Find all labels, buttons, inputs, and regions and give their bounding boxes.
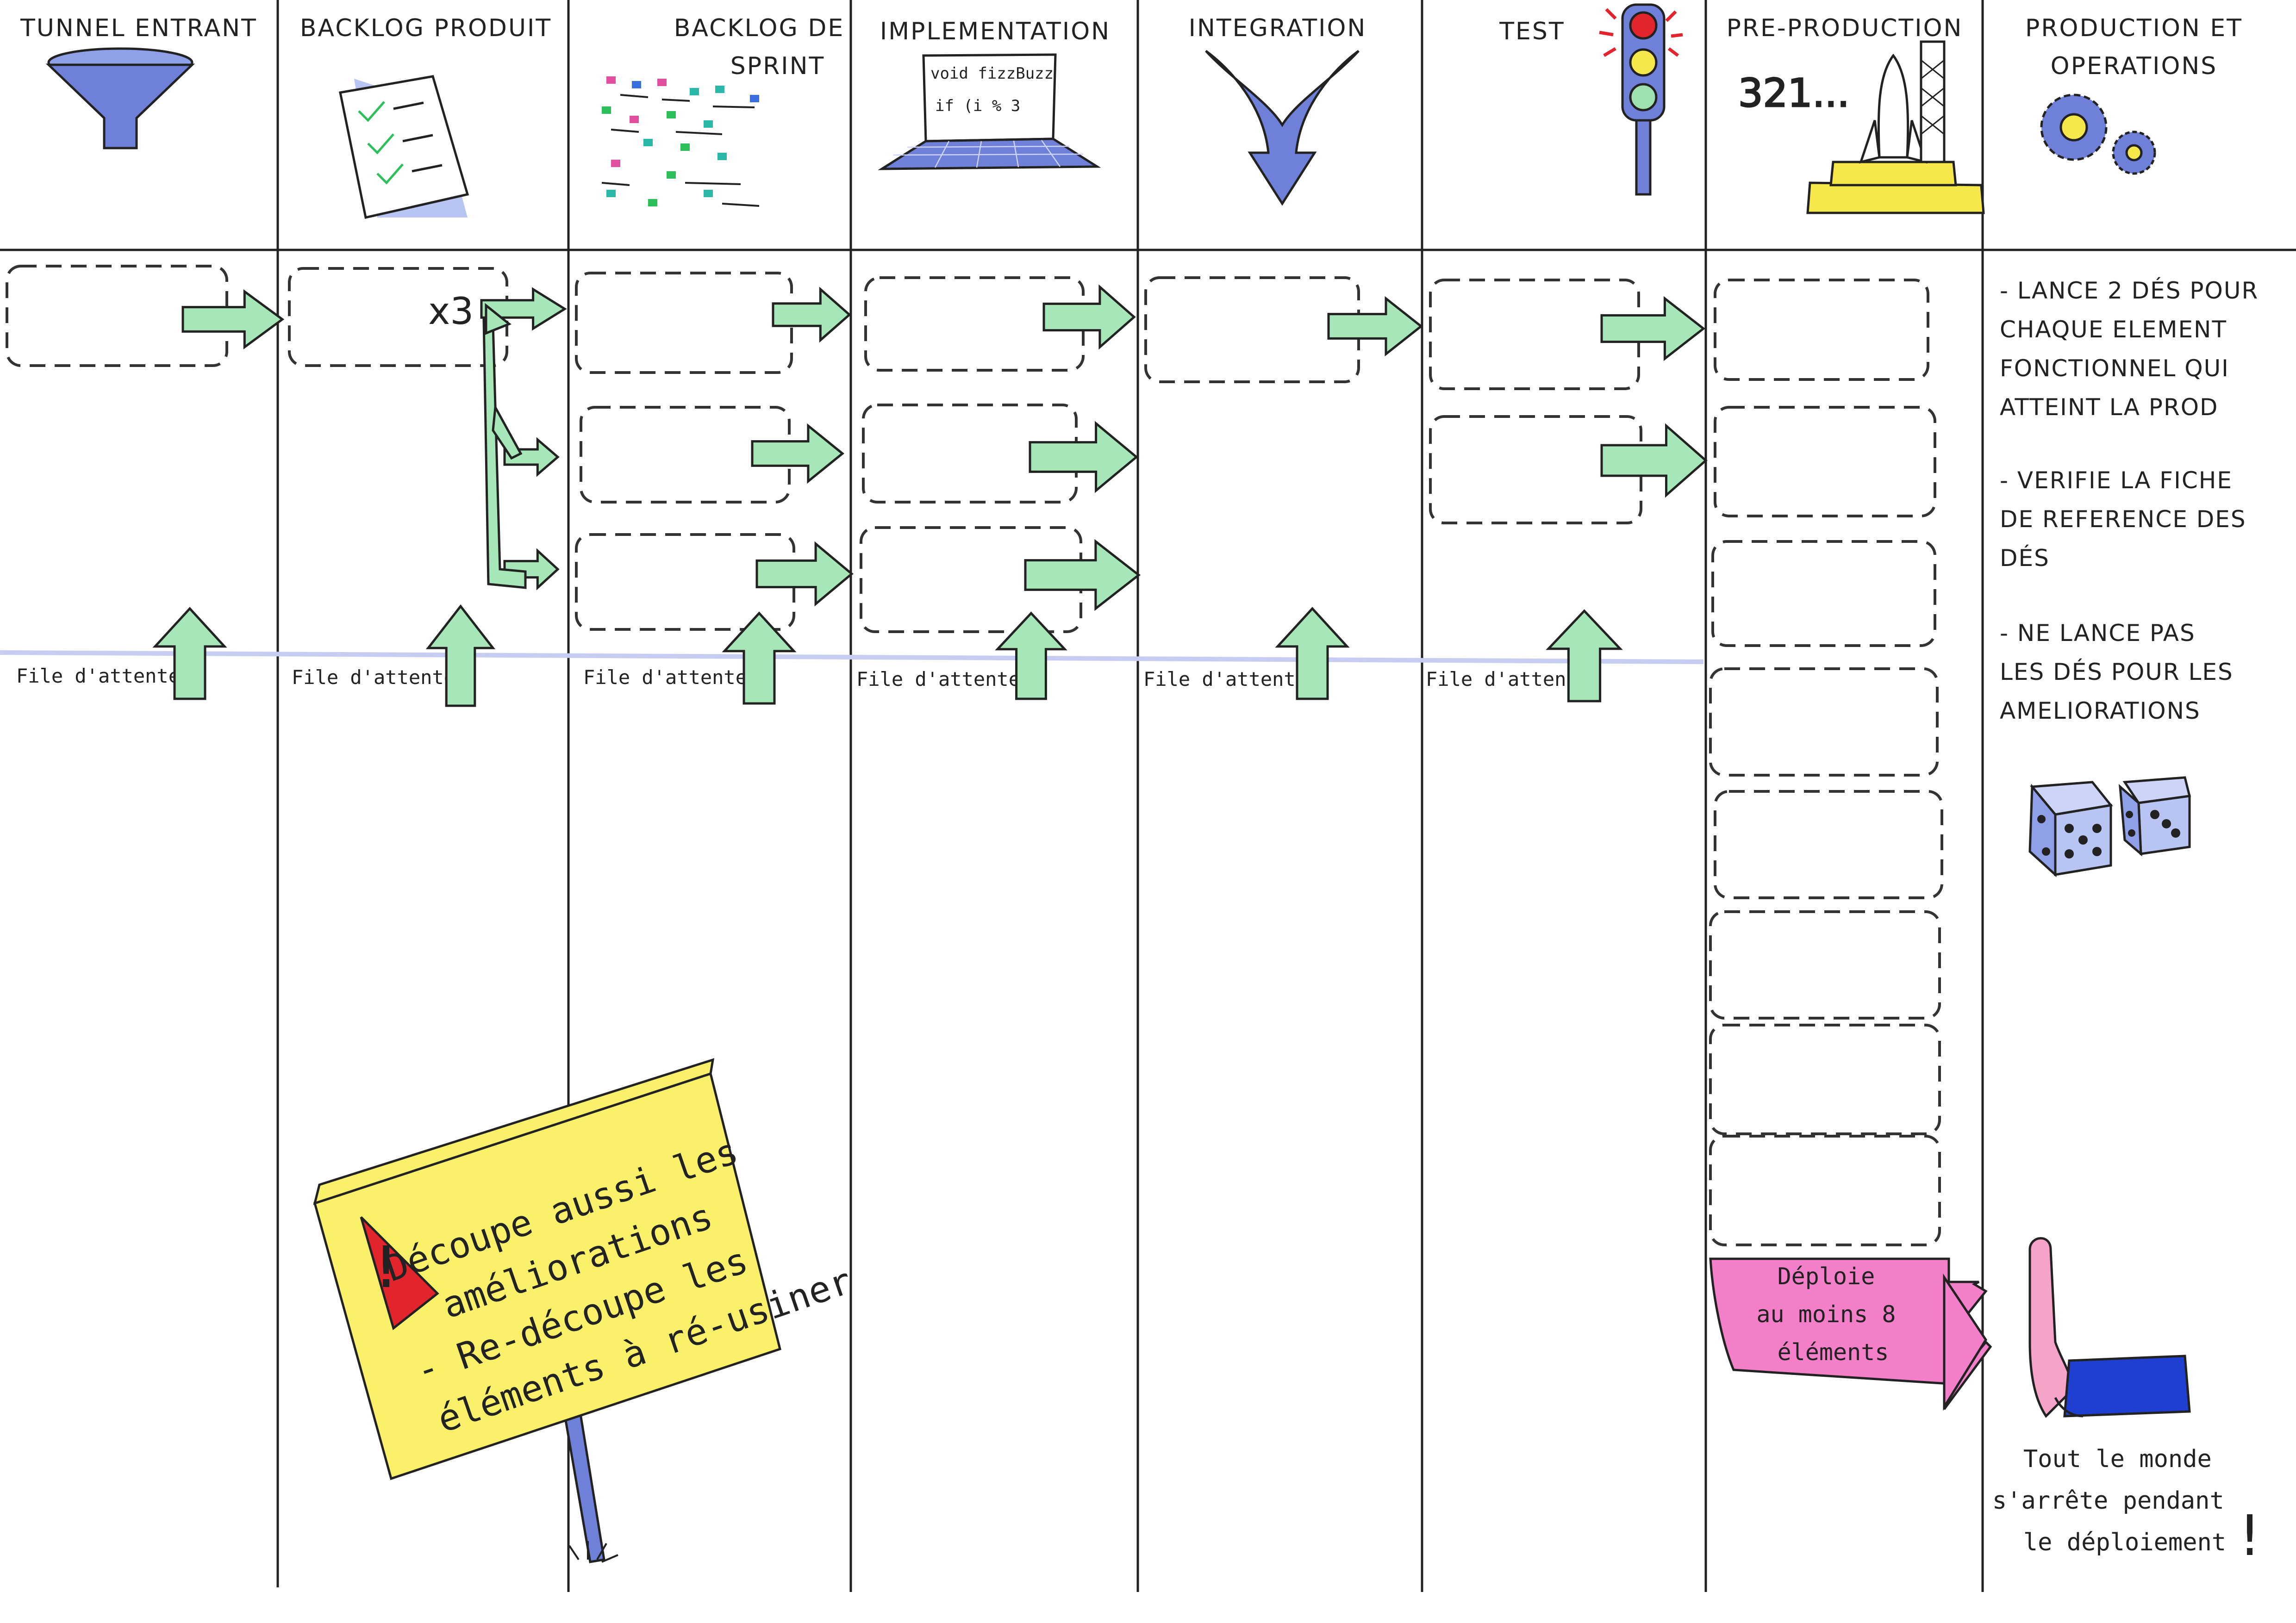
header-production-operations: PRODUCTION ET OPERATIONS xyxy=(2025,14,2243,80)
flow-arrow xyxy=(1024,539,1141,611)
stop-exclamation-mark: ! xyxy=(2233,1504,2266,1568)
rule-roll-dice: - LANCE 2 DÉS POUR CHAQUE ELEMENT FONCTI… xyxy=(2000,277,2267,421)
checklist-icon xyxy=(339,75,469,219)
flow-arrow xyxy=(751,423,844,484)
stop-note-text: Tout le monde s'arrête pendant le déploi… xyxy=(1992,1445,2239,1556)
work-box xyxy=(1709,667,1939,777)
work-box xyxy=(1714,279,1929,381)
header-implementation: IMPLEMENTATION xyxy=(880,18,1111,45)
work-box xyxy=(1714,790,1943,899)
header-backlog-produit: BACKLOG PRODUIT xyxy=(300,14,552,42)
queue-label: File d'attente xyxy=(583,666,747,689)
work-box xyxy=(1144,276,1360,383)
laptop-code-line-2: if (i % 3 xyxy=(935,97,1020,115)
green-arrows xyxy=(152,284,1708,707)
work-boxes xyxy=(6,265,1943,1246)
queue-label: File d'attente xyxy=(856,668,1020,690)
pull-arrow xyxy=(722,611,797,705)
queue-label: File d'attente xyxy=(1143,668,1307,690)
funnel-icon xyxy=(45,47,195,149)
work-box xyxy=(1709,910,1941,1020)
column-headers: TUNNEL ENTRANT BACKLOG PRODUIT BACKLOG D… xyxy=(20,14,2243,80)
deploy-label: Déploie au moins 8 éléments xyxy=(1756,1263,1909,1366)
work-box xyxy=(1709,1135,1941,1246)
header-integration: INTEGRATION xyxy=(1189,14,1367,42)
split-connector: x3 xyxy=(428,290,527,589)
pull-arrow xyxy=(1275,607,1350,700)
flow-arrow xyxy=(1029,421,1138,493)
work-box xyxy=(6,265,228,367)
queue-line xyxy=(0,650,1704,664)
flow-arrow xyxy=(503,437,560,477)
work-box xyxy=(1709,1024,1941,1135)
work-box xyxy=(862,404,1078,504)
work-box xyxy=(1711,540,1936,647)
flow-arrow xyxy=(181,289,285,349)
countdown-text: 321... xyxy=(1738,70,1849,116)
production-rules: - LANCE 2 DÉS POUR CHAQUE ELEMENT FONCTI… xyxy=(2000,277,2267,724)
flow-arrow xyxy=(1042,284,1136,350)
flow-arrow xyxy=(1327,296,1423,357)
sprint-board-icon xyxy=(601,76,760,207)
queue-label: File d'attente xyxy=(292,666,455,689)
flow-arrow xyxy=(772,286,851,343)
header-tunnel-entrant: TUNNEL ENTRANT xyxy=(20,14,257,42)
pull-arrow xyxy=(995,611,1067,700)
pull-arrow xyxy=(1546,609,1623,703)
flow-arrow xyxy=(755,541,854,607)
stop-hand-icon xyxy=(2028,1237,2191,1418)
queue-label: File d'attente xyxy=(1426,668,1590,690)
traffic-light-icon xyxy=(1599,3,1683,196)
queue-label: File d'attente xyxy=(16,665,180,687)
laptop-icon: void fizzBuzz if (i % 3 xyxy=(878,53,1101,170)
multiplier-label: x3 xyxy=(428,290,474,333)
work-box xyxy=(575,272,793,374)
merge-arrow-icon xyxy=(1205,50,1360,206)
rule-no-dice-improvements: - NE LANCE PAS LES DÉS POUR LES AMELIORA… xyxy=(2000,620,2242,724)
warning-mark: ! xyxy=(375,1236,397,1300)
dice-icon xyxy=(2028,776,2191,877)
laptop-code-line-1: void fizzBuzz xyxy=(930,64,1054,83)
header-test: TEST xyxy=(1499,18,1565,45)
flow-arrow xyxy=(1600,423,1708,498)
pull-arrow xyxy=(152,607,227,700)
work-box xyxy=(288,267,508,367)
signboard: ! Découpe aussi les améliorations - Re-d… xyxy=(313,1058,857,1563)
pull-arrow xyxy=(425,604,496,707)
header-backlog-sprint: BACKLOG DE SPRINT xyxy=(674,14,845,80)
gears-icon xyxy=(2040,93,2156,175)
flow-arrow xyxy=(1600,296,1706,361)
stop-note: Tout le monde s'arrête pendant le déploi… xyxy=(1992,1445,2266,1568)
work-box xyxy=(1429,279,1640,390)
queue-labels: File d'attente File d'attente File d'att… xyxy=(16,665,1590,690)
work-box xyxy=(1714,406,1936,517)
header-pre-production: PRE-PRODUCTION xyxy=(1727,14,1963,42)
deploy-banner: Déploie au moins 8 éléments xyxy=(1709,1257,1992,1411)
rule-check-reference: - VERIFIE LA FICHE DE REFERENCE DES DÉS xyxy=(2000,467,2255,572)
rocket-launch-icon: 321... xyxy=(1738,40,1985,214)
